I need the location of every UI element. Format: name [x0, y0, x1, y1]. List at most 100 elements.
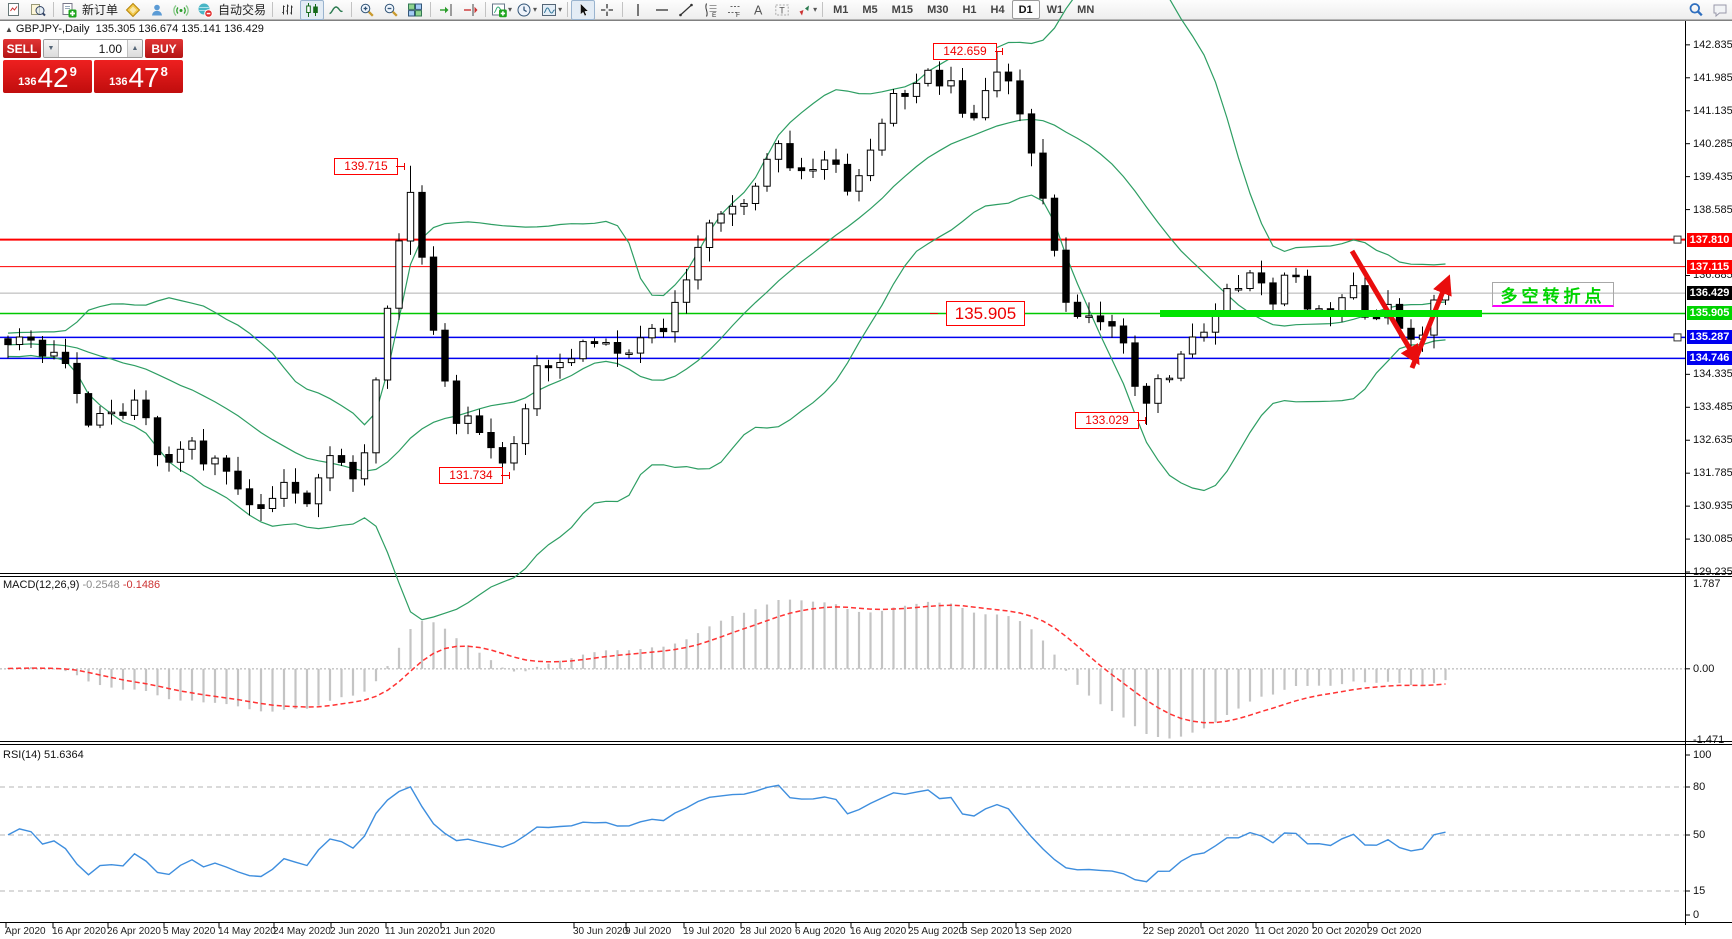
trend-arrow[interactable] — [1349, 249, 1420, 366]
timeframe-button-M1[interactable]: M1 — [833, 3, 849, 16]
toolbar-button-trendline[interactable] — [674, 0, 698, 20]
price-axis-tick: 140.285 — [1693, 137, 1732, 150]
timeframe-button-M30[interactable]: M30 — [927, 3, 949, 16]
callout-line — [501, 474, 509, 476]
toolbar-separator — [622, 2, 624, 17]
chart-header: ▲ GBPJPY-,Daily 135.305 136.674 135.141 1… — [5, 23, 264, 35]
timeframe-button-H1[interactable]: H1 — [962, 3, 977, 16]
toolbar-button-fibonacci[interactable]: E — [698, 0, 722, 20]
ask-price-button[interactable]: 136 47 8 — [94, 60, 183, 93]
toolbar-button-market-watch[interactable] — [26, 0, 50, 20]
toolbar-button-tile-windows[interactable] — [403, 0, 427, 20]
timeframe-button-MN[interactable]: MN — [1077, 3, 1095, 16]
price-callout-box[interactable]: 139.715 — [334, 158, 398, 175]
support-highlight-bar — [1160, 310, 1482, 317]
toolbar-button-line-chart[interactable] — [324, 0, 348, 20]
crosshair-icon — [601, 3, 614, 16]
toolbar-button-zoom-in[interactable] — [355, 0, 379, 20]
callout-line — [396, 165, 404, 167]
toolbar-button-bar-chart[interactable] — [276, 0, 300, 20]
price-axis-tick: 142.835 — [1693, 38, 1732, 51]
price-callout-box[interactable]: 135.905 — [946, 301, 1025, 326]
vertical-line-icon — [637, 3, 639, 16]
price-axis-tick: 129.235 — [1693, 566, 1732, 579]
toolbar-button-arrows[interactable]: ▾ — [794, 0, 819, 20]
toolbar-button-autotrading[interactable] — [193, 0, 217, 20]
toolbar-button-text[interactable]: A — [746, 0, 770, 20]
toolbar-button-periods[interactable]: ▾ — [514, 0, 539, 20]
date-axis-label: 16 Apr 2020 — [52, 926, 106, 937]
bid-price-button[interactable]: 136 42 9 — [3, 60, 92, 93]
price-callout-box[interactable]: 142.659 — [933, 43, 997, 60]
toolbar-label[interactable]: 新订单 — [82, 3, 119, 17]
arrows-icon — [799, 5, 810, 15]
date-axis-label: 1 Oct 2020 — [1200, 926, 1249, 937]
toolbar-button-signals[interactable] — [169, 0, 193, 20]
toolbar-button-zoom-out[interactable] — [379, 0, 403, 20]
search-icon — [1689, 2, 1703, 16]
toolbar-button-templates[interactable]: ▾ — [539, 0, 564, 20]
toolbar-button-candlestick-chart[interactable] — [300, 0, 325, 20]
volume-input[interactable]: 1.00 — [98, 41, 122, 56]
toolbar-separator — [272, 2, 274, 17]
price-line-label: 137.810 — [1687, 232, 1732, 247]
callout-line — [930, 312, 938, 314]
toolbar-button-new-chart[interactable] — [2, 0, 26, 20]
timeframe-button-D1[interactable]: D1 — [1011, 0, 1040, 19]
sell-button[interactable]: SELL — [3, 39, 41, 58]
timeframe-button-M15[interactable]: M15 — [891, 3, 914, 16]
toolbar-button-metaeditor[interactable] — [121, 0, 145, 20]
buy-button[interactable]: BUY — [145, 39, 183, 58]
date-axis-label: 25 Aug 2020 — [908, 926, 965, 937]
toolbar-button-text-label[interactable]: T — [770, 0, 794, 20]
timeframe-button-M5[interactable]: M5 — [862, 3, 878, 16]
callout-line — [995, 50, 1002, 52]
rsi-axis-tick: 100 — [1693, 749, 1712, 761]
date-axis-label: 29 Oct 2020 — [1367, 926, 1422, 937]
macd-axis-tick: 0.00 — [1693, 662, 1715, 675]
bid-big-digits: 42 — [37, 62, 69, 93]
new-order-icon — [62, 2, 77, 17]
date-axis-label: 2 Jun 2020 — [330, 926, 380, 937]
toolbar-button-horizontal-line[interactable] — [650, 0, 674, 20]
toolbar-button-community[interactable] — [145, 0, 169, 20]
price-axis-tick: 139.435 — [1693, 170, 1732, 183]
rsi-indicator-label: RSI(14) 51.6364 — [3, 749, 84, 761]
trade-panel-collapse-icon[interactable]: ▲ — [5, 25, 13, 34]
fibonacci-icon: E — [705, 2, 717, 18]
trend-arrow[interactable] — [1409, 274, 1452, 369]
ask-pip-digit: 8 — [160, 64, 168, 79]
rsi-axis-tick: 15 — [1693, 885, 1706, 897]
volume-decrease-button[interactable]: ▼ — [44, 40, 59, 57]
timeframe-button-W1[interactable]: W1 — [1046, 3, 1064, 16]
date-axis-label: 20 Oct 2020 — [1312, 926, 1367, 937]
toolbar-button-cursor[interactable] — [571, 0, 596, 20]
equidistant-channel-icon: F — [728, 5, 740, 18]
toolbar-button-chat[interactable] — [1708, 0, 1732, 20]
ohlc-values: 135.305 136.674 135.141 136.429 — [95, 23, 264, 35]
timeframe-button-H4[interactable]: H4 — [990, 3, 1005, 16]
price-line-label: 137.115 — [1687, 259, 1732, 274]
date-axis-label: 13 Sep 2020 — [1015, 926, 1072, 937]
price-callout-box[interactable]: 133.029 — [1075, 412, 1139, 429]
toolbar-button-crosshair[interactable] — [595, 0, 619, 20]
volume-increase-button[interactable]: ▲ — [127, 40, 142, 57]
date-axis-label: 28 Jul 2020 — [740, 926, 792, 937]
ask-big-digits: 47 — [128, 62, 160, 93]
turning-point-annotation[interactable]: 多空转折点 — [1492, 282, 1614, 307]
toolbar-button-vertical-line[interactable] — [626, 0, 650, 20]
toolbar-label[interactable]: 自动交易 — [218, 3, 267, 17]
date-axis-label: 30 Jun 2020 — [573, 926, 629, 937]
chevron-down-icon: ▾ — [533, 4, 538, 14]
toolbar-button-chart-shift[interactable] — [458, 0, 482, 20]
toolbar-button-search[interactable] — [1684, 0, 1708, 20]
price-callout-box[interactable]: 131.734 — [439, 467, 503, 484]
toolbar-button-indicators[interactable]: ▾ — [489, 0, 514, 20]
line-chart-icon — [329, 5, 343, 14]
bid-pip-digit: 9 — [69, 64, 77, 79]
toolbar-button-equidistant-channel[interactable]: F — [722, 0, 746, 20]
price-axis-tick: 134.335 — [1693, 368, 1732, 381]
toolbar-button-new-order[interactable] — [57, 0, 81, 20]
toolbar-button-auto-scroll[interactable] — [434, 0, 458, 20]
